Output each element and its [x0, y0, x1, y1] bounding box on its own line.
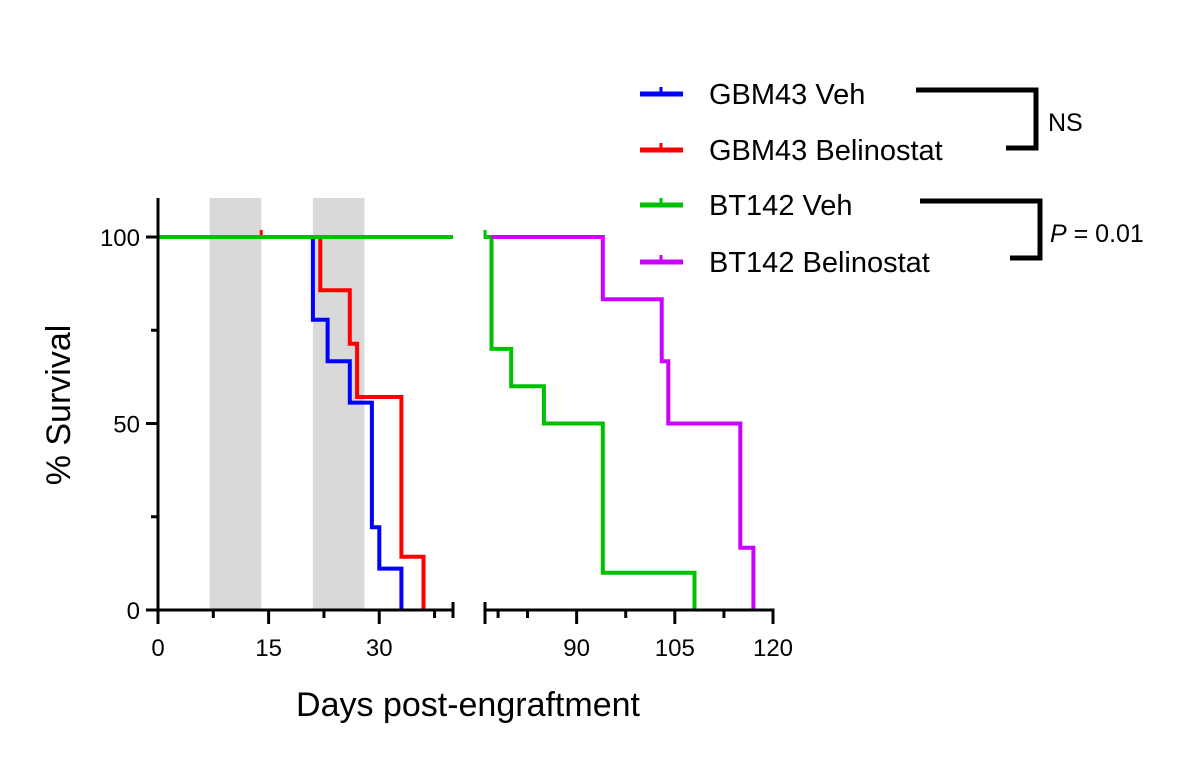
x-tick-label: 30	[366, 635, 393, 662]
legend-label: GBM43 Belinostat	[709, 135, 943, 167]
series-gbm43-veh	[158, 235, 404, 610]
significance-brackets: NS P = 0.01	[916, 87, 1144, 261]
survival-curve-bt142-belinostat-segment-2	[491, 235, 756, 610]
y-tick-label: 100	[100, 225, 140, 252]
x-tick-label: 105	[655, 635, 695, 662]
treatment-window-band	[209, 198, 262, 610]
y-tick-label: 50	[113, 412, 140, 439]
x-tick-label: 90	[563, 635, 590, 662]
survival-curves	[158, 230, 756, 610]
tick-labels: 0 50 100 0 15 30 90 105 120	[100, 225, 793, 662]
series-bt142-belinostat	[491, 235, 756, 610]
bracket-line	[920, 198, 1043, 261]
significance-label: NS	[1048, 109, 1083, 137]
significance-label: P = 0.01	[1050, 220, 1144, 248]
legend-label: GBM43 Veh	[709, 79, 865, 111]
legend-item-bt142-veh: BT142 Veh	[640, 190, 853, 222]
series-gbm43-belinostat	[158, 230, 426, 610]
axes	[146, 198, 775, 624]
treatment-window-bands	[209, 198, 365, 610]
legend-label: BT142 Belinostat	[709, 247, 930, 279]
legend-label: BT142 Veh	[709, 190, 853, 222]
bracket-line	[916, 87, 1039, 151]
x-tick-label: 0	[151, 635, 164, 662]
legend-item-bt142-belinostat: BT142 Belinostat	[640, 247, 930, 279]
survival-curve-bt142-veh-segment-2	[485, 235, 697, 610]
x-axis-title: Days post-engraftment	[296, 686, 640, 724]
comparison-bracket-2: P = 0.01	[920, 198, 1144, 261]
survival-curve-gbm43-belinostat-segment-1	[158, 235, 426, 610]
x-tick-label: 120	[753, 635, 793, 662]
y-tick-label: 0	[127, 598, 140, 625]
y-axis-title: % Survival	[40, 325, 78, 486]
comparison-bracket-1: NS	[916, 87, 1083, 151]
legend: GBM43 Veh GBM43 Belinostat BT142 Veh BT142 …	[640, 79, 943, 279]
legend-item-gbm43-belinostat: GBM43 Belinostat	[640, 135, 943, 167]
survival-curve-gbm43-veh-segment-1	[158, 235, 404, 610]
legend-item-gbm43-veh: GBM43 Veh	[640, 79, 865, 111]
series-bt142-veh	[158, 230, 697, 610]
x-tick-label: 15	[255, 635, 282, 662]
